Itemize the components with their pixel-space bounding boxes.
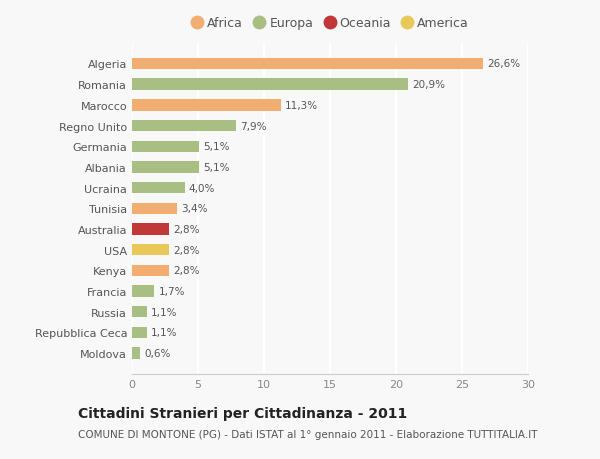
Text: 20,9%: 20,9% [412, 80, 445, 90]
Text: 1,1%: 1,1% [151, 328, 177, 338]
Bar [132, 203, 177, 214]
Text: 4,0%: 4,0% [189, 183, 215, 193]
Text: 2,8%: 2,8% [173, 266, 199, 276]
Bar [132, 348, 140, 359]
Legend: Africa, Europa, Oceania, America: Africa, Europa, Oceania, America [187, 13, 473, 34]
Bar [132, 286, 154, 297]
Bar [132, 265, 169, 276]
Text: 1,1%: 1,1% [151, 307, 177, 317]
Text: COMUNE DI MONTONE (PG) - Dati ISTAT al 1° gennaio 2011 - Elaborazione TUTTITALIA: COMUNE DI MONTONE (PG) - Dati ISTAT al 1… [78, 429, 538, 439]
Bar [132, 307, 146, 318]
Text: 5,1%: 5,1% [203, 162, 230, 173]
Bar [132, 121, 236, 132]
Bar [132, 100, 281, 111]
Text: 26,6%: 26,6% [487, 59, 520, 69]
Text: 11,3%: 11,3% [285, 101, 318, 111]
Bar [132, 224, 169, 235]
Text: 2,8%: 2,8% [173, 224, 199, 235]
Bar [132, 162, 199, 173]
Bar [132, 79, 408, 90]
Text: 0,6%: 0,6% [144, 348, 170, 358]
Text: 2,8%: 2,8% [173, 245, 199, 255]
Bar [132, 327, 146, 338]
Text: 3,4%: 3,4% [181, 204, 208, 214]
Text: 7,9%: 7,9% [240, 121, 267, 131]
Bar [132, 183, 185, 194]
Bar [132, 141, 199, 152]
Text: 5,1%: 5,1% [203, 142, 230, 152]
Text: 1,7%: 1,7% [158, 286, 185, 297]
Text: Cittadini Stranieri per Cittadinanza - 2011: Cittadini Stranieri per Cittadinanza - 2… [78, 406, 407, 420]
Bar [132, 245, 169, 256]
Bar [132, 59, 483, 70]
